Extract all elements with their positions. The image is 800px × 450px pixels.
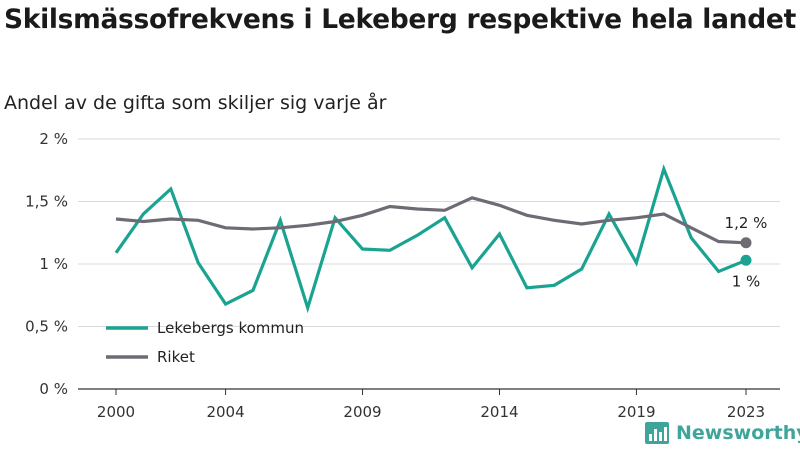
series-end-label: 1,2 % bbox=[725, 214, 768, 232]
bar-chart-icon bbox=[645, 422, 669, 444]
x-tick-label: 2000 bbox=[97, 403, 135, 421]
series-end-point bbox=[740, 237, 752, 249]
series-line-riket bbox=[115, 196, 747, 245]
y-tick-label: 0,5 % bbox=[25, 318, 68, 336]
y-tick-label: 0 % bbox=[39, 380, 68, 398]
y-tick-label: 2 % bbox=[39, 130, 68, 148]
x-tick-label: 2004 bbox=[206, 403, 244, 421]
series-end-label: 1 % bbox=[732, 272, 761, 290]
x-tick-label: 2019 bbox=[617, 403, 655, 421]
series-line-lekeberg bbox=[114, 164, 747, 314]
brand-logo: Newsworthy bbox=[644, 418, 800, 448]
chart-title: Skilsmässofrekvens i Lekeberg respektive… bbox=[4, 4, 796, 35]
chart-subtitle: Andel av de gifta som skiljer sig varje … bbox=[4, 92, 387, 114]
brand-name: Newsworthy bbox=[676, 422, 800, 444]
legend-label: Lekebergs kommun bbox=[157, 319, 304, 337]
series-end-point bbox=[740, 254, 752, 266]
x-tick-label: 2009 bbox=[343, 403, 381, 421]
x-tick-label: 2014 bbox=[480, 403, 518, 421]
y-tick-label: 1,5 % bbox=[25, 193, 68, 211]
y-tick-label: 1 % bbox=[39, 255, 68, 273]
x-tick-label: 2023 bbox=[727, 403, 765, 421]
legend-label: Riket bbox=[157, 348, 195, 366]
